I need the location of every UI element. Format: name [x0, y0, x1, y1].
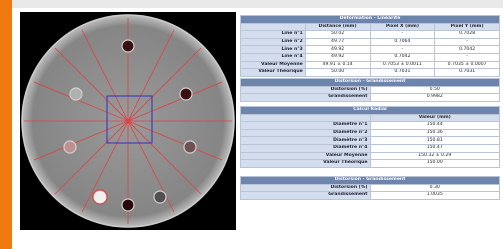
value-cell: 49.91 ± 0.14 [305, 61, 370, 69]
value-cell: 0.7035 ± 0.0007 [435, 61, 500, 69]
row-label: Diamètre n°3 [241, 137, 371, 145]
value-cell: 0.7042 [435, 46, 500, 54]
value-cell: - [435, 53, 500, 61]
page: (() => { const data = JSON.parse(documen… [0, 0, 503, 249]
value-cell: 0.9982 [370, 94, 500, 102]
header-cell [241, 114, 371, 122]
value-cell: 49.92 [305, 53, 370, 61]
value-cell: 150.00 [370, 160, 500, 168]
title-row: Distorsion - Grandissement [241, 79, 500, 87]
table-title: Déformation - Linéarité [241, 16, 500, 24]
column-header: Valeur (mm) [370, 114, 500, 122]
value-cell: 150.44 [370, 122, 500, 130]
column-header: Pixel Y (mm) [435, 23, 500, 31]
row-label: Distorsion (%) [241, 86, 371, 94]
row-label: Valeur Théorique [241, 69, 306, 77]
column-header: Pixel X (mm) [370, 23, 435, 31]
row-label: Valeur Moyenne [241, 152, 371, 160]
value-cell: 0.7064 [370, 38, 435, 46]
value-cell: 49.92 [305, 46, 370, 54]
table-title: Distorsion - Grandissement [241, 79, 500, 87]
row-label: Line n°3 [241, 46, 306, 54]
column-header: Distance (mm) [305, 23, 370, 31]
table-row: Distorsion (%)0.30 [241, 184, 500, 192]
value-cell: 0.7031 [370, 69, 435, 77]
row-label: Diamètre n°2 [241, 129, 371, 137]
row-label: Valeur Moyenne [241, 61, 306, 69]
value-cell: 50.00 [305, 69, 370, 77]
table-row: Distorsion (%)0.50 [241, 86, 500, 94]
value-cell: 150.32 ± 0.29 [370, 152, 500, 160]
row-label: Grandissement [241, 94, 371, 102]
row-label: Valeur Théorique [241, 160, 371, 168]
row-label: Line n°4 [241, 53, 306, 61]
value-cell: - [370, 46, 435, 54]
value-cell: 150.47 [370, 144, 500, 152]
title-row: Distorsion - Grandissement [241, 177, 500, 185]
value-cell: 150.81 [370, 137, 500, 145]
value-cell: 49.77 [305, 38, 370, 46]
value-cell: 1.0035 [370, 192, 500, 200]
value-cell: - [435, 38, 500, 46]
row-label: Grandissement [241, 192, 371, 200]
table-title: Calcul Radial [241, 107, 500, 115]
row-label: Diamètre n°1 [241, 122, 371, 130]
header-row: Distance (mm)Pixel X (mm)Pixel Y (mm) [241, 23, 500, 31]
header-row: Valeur (mm) [241, 114, 500, 122]
side-bar [0, 0, 12, 249]
value-cell: 150.36 [370, 129, 500, 137]
value-cell: - [370, 31, 435, 39]
value-cell: 0.7042 [370, 53, 435, 61]
value-cell: 0.30 [370, 184, 500, 192]
value-cell: 0.7053 ± 0.0011 [370, 61, 435, 69]
value-cell: 50.02 [305, 31, 370, 39]
value-cell: 0.7028 [435, 31, 500, 39]
header-cell [241, 23, 306, 31]
row-label: Diamètre n°4 [241, 144, 371, 152]
table-title: Distorsion - Grandissement [241, 177, 500, 185]
row-label: Line n°2 [241, 38, 306, 46]
value-cell: 0.50 [370, 86, 500, 94]
phantom-image [20, 12, 236, 230]
title-row: Déformation - Linéarité [241, 16, 500, 24]
value-cell: 0.7031 [435, 69, 500, 77]
row-label: Distorsion (%) [241, 184, 371, 192]
row-label: Line n°1 [241, 31, 306, 39]
top-bar [12, 0, 503, 8]
title-row: Calcul Radial [241, 107, 500, 115]
